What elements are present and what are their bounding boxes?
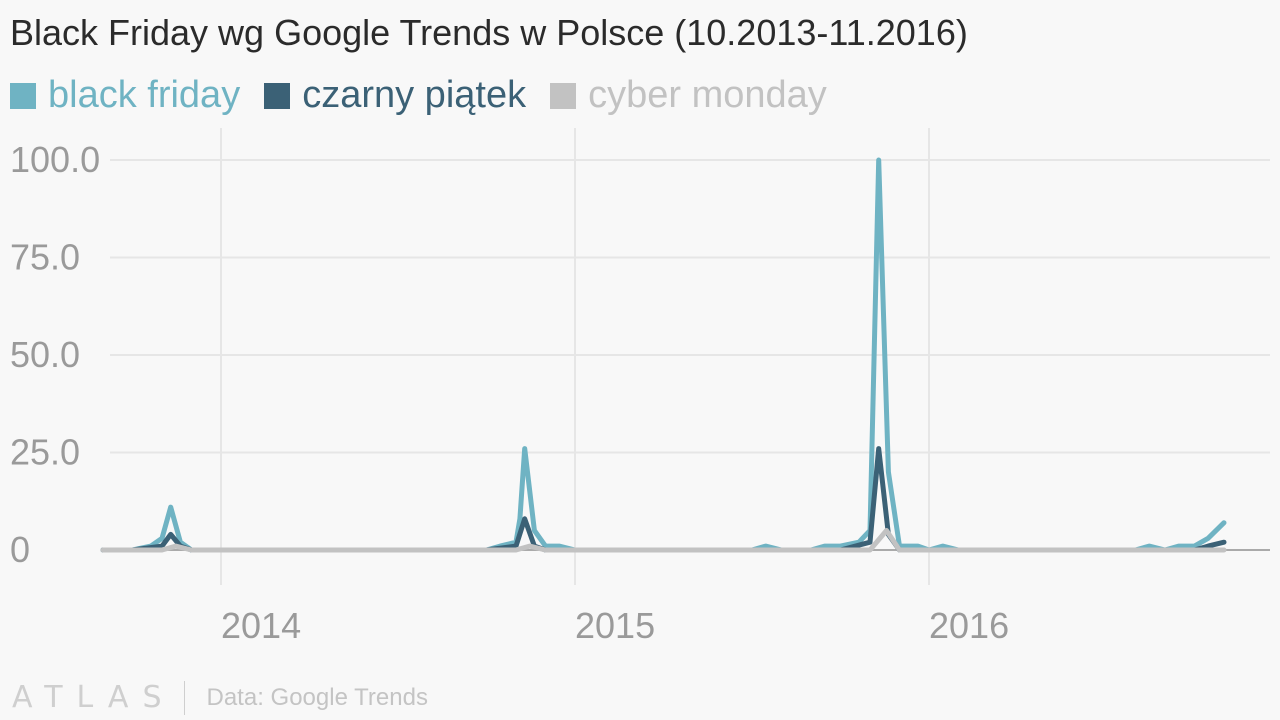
series-line-cyber-monday	[100, 528, 1227, 553]
chart-title: Black Friday wg Google Trends w Polsce (…	[10, 12, 968, 53]
x-tick-label: 2014	[221, 605, 301, 646]
legend-item: cyber monday	[550, 74, 827, 117]
atlas-logo: ATLAS	[12, 680, 176, 715]
legend-item: czarny piątek	[264, 74, 526, 117]
legend-label: czarny piątek	[302, 74, 527, 116]
legend-label: cyber monday	[588, 74, 827, 116]
y-tick-label: 0	[10, 529, 30, 570]
chart-footer: ATLAS Data: Google Trends	[12, 680, 428, 715]
legend-label: black friday	[48, 74, 241, 116]
legend-swatch	[550, 82, 577, 109]
x-tick-label: 2015	[575, 605, 655, 646]
y-tick-label: 25.0	[10, 432, 80, 473]
chart-legend: black friday czarny piątek cyber monday	[10, 74, 851, 117]
source-note: Data: Google Trends	[206, 683, 428, 711]
series-line-czarny-piątek	[100, 446, 1227, 553]
x-tick-label: 2016	[929, 605, 1009, 646]
legend-swatch	[10, 82, 36, 109]
footer-divider	[183, 680, 185, 715]
legend-item: black friday	[10, 74, 240, 117]
y-tick-label: 50.0	[10, 334, 80, 375]
legend-swatch	[264, 82, 291, 109]
y-tick-label: 100.0	[10, 139, 100, 180]
y-tick-label: 75.0	[10, 237, 80, 278]
